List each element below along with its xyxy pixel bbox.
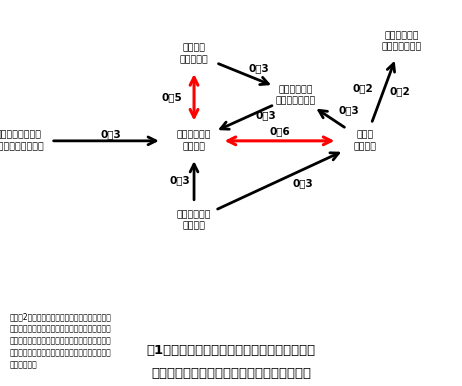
Text: 0．5: 0．5 <box>162 92 182 102</box>
Text: 施設整備後の効果項目間の関係（全員）: 施設整備後の効果項目間の関係（全員） <box>151 367 311 380</box>
Text: 0．2: 0．2 <box>389 86 410 96</box>
Text: 0．6: 0．6 <box>269 126 290 136</box>
Text: 郷土への愛情
と誇り（精神）: 郷土への愛情 と誇り（精神） <box>275 85 316 105</box>
Text: 0．3: 0．3 <box>292 179 313 189</box>
Text: 水洗化
（生活）: 水洗化 （生活） <box>353 131 377 151</box>
Text: 0．3: 0．3 <box>170 175 190 185</box>
Text: 0．3: 0．3 <box>101 130 121 139</box>
Text: 快適性の向上
（精神）: 快適性の向上 （精神） <box>177 210 211 230</box>
Text: 図1　岩手県矢巧町（都市近郊地域）における: 図1 岩手県矢巧町（都市近郊地域）における <box>146 344 316 357</box>
Text: 清潔感の向上
（精神）: 清潔感の向上 （精神） <box>177 131 211 151</box>
Text: 都会との生活感の
格差の解消（定住）: 都会との生活感の 格差の解消（定住） <box>0 131 44 151</box>
Text: 0．3: 0．3 <box>339 105 359 115</box>
Text: 0．3: 0．3 <box>255 110 276 120</box>
Text: 環境美化意識
の向上（精神）: 環境美化意識 の向上（精神） <box>382 31 422 51</box>
Text: 注）表2の評価値は影響を与える値と与えられる
　値の合計値であり、ここではさらに両方の値が
　高い項目間の関係を示している。矢印は影響を
　及ぼす方向を示し、数: 注）表2の評価値は影響を与える値と与えられる 値の合計値であり、ここではさらに両… <box>9 313 111 369</box>
Text: 0．2: 0．2 <box>353 83 373 93</box>
Text: 水質改善
（水環境）: 水質改善 （水環境） <box>180 44 208 64</box>
Text: 0．3: 0．3 <box>249 63 269 73</box>
